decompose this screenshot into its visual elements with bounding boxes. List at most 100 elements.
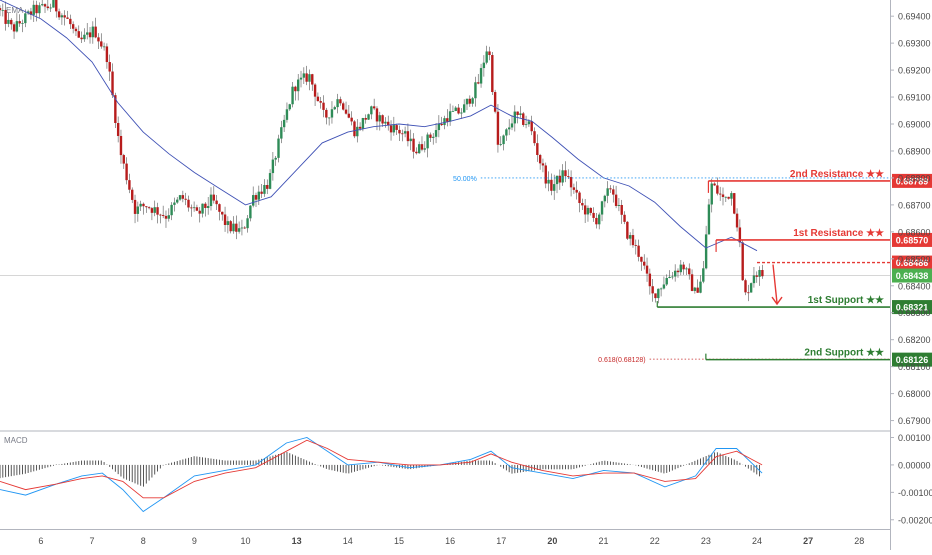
candle-body: [330, 109, 334, 118]
down-arrow-line: [772, 264, 778, 304]
candle-body: [254, 195, 258, 200]
candle-body: [218, 204, 221, 212]
candle-body: [7, 19, 10, 24]
candle-body: [485, 51, 488, 63]
time-tick-label: 6: [38, 536, 43, 546]
candle-body: [83, 34, 86, 40]
candle-body: [229, 221, 232, 232]
candle-body: [468, 98, 472, 104]
candle-body: [488, 51, 491, 56]
ema-layer: [0, 0, 758, 252]
candle-body: [718, 193, 722, 195]
candle-body: [592, 212, 595, 218]
time-tick-label: 27: [803, 536, 813, 546]
candle-body: [164, 215, 168, 219]
candle-body: [195, 207, 199, 211]
candle-body: [620, 205, 623, 215]
candle-body: [29, 11, 33, 15]
candle-body: [69, 18, 72, 25]
time-tick-label: 10: [241, 536, 251, 546]
candle-body: [221, 211, 224, 215]
candle-body: [651, 286, 654, 294]
candle-body: [685, 268, 688, 270]
last-price-badge: [892, 268, 932, 283]
macd-indicator-label: MACD: [4, 436, 28, 445]
candle-body: [474, 82, 477, 99]
candle-body: [741, 242, 744, 281]
candle-body: [147, 207, 151, 209]
candle-body: [561, 170, 564, 183]
candle-body: [1, 9, 5, 11]
candle-body: [77, 31, 80, 38]
candle-body: [387, 121, 390, 126]
candle-body: [150, 208, 154, 213]
candle-body: [688, 268, 691, 275]
candle-body: [114, 95, 117, 123]
macd-tick-label: -0.00100: [898, 488, 932, 498]
candle-body: [347, 113, 351, 118]
candle-body: [398, 129, 401, 134]
candle-body: [102, 46, 106, 48]
candle-body: [612, 189, 615, 195]
candle-body: [434, 130, 438, 137]
support-name-label: 1st Support ★★: [808, 295, 884, 306]
candle-body: [575, 189, 578, 193]
candles: [0, 0, 764, 304]
candle-body: [727, 196, 730, 199]
candle-body: [232, 223, 235, 232]
candle-body: [170, 204, 173, 216]
candle-body: [209, 194, 213, 207]
candle-body: [291, 86, 294, 105]
candle-body: [403, 131, 407, 134]
candle-body: [313, 84, 317, 97]
last-price-badge-label: 0.68438: [896, 271, 929, 281]
candle-body: [173, 202, 176, 205]
candle-body: [578, 192, 581, 204]
candle-body: [358, 126, 362, 129]
price-tick-label: 0.68100: [898, 362, 931, 372]
candle-body: [502, 135, 505, 145]
candle-body: [350, 117, 353, 122]
candle-body: [530, 121, 533, 132]
fib-label: 50.00%: [453, 176, 477, 183]
candle-body: [493, 92, 497, 112]
candle-body: [24, 13, 27, 24]
candle-body: [471, 98, 474, 104]
candle-body: [263, 185, 266, 194]
price-tick-label: 0.69200: [898, 66, 931, 76]
candle-body: [513, 111, 517, 124]
candle-body: [451, 111, 455, 112]
fib-levels: 50.00% 0.618(0.68128): [453, 176, 890, 364]
time-tick-label: 22: [650, 536, 660, 546]
candle-body: [344, 109, 348, 114]
price-tick-label: 0.69300: [898, 39, 931, 49]
candle-body: [204, 203, 207, 208]
candle-body: [665, 278, 668, 285]
candle-body: [567, 176, 570, 178]
candle-body: [496, 111, 500, 145]
candle-body: [49, 7, 52, 9]
entry-badge-label: 0.68486: [896, 258, 929, 268]
candle-body: [482, 62, 486, 69]
candle-body: [311, 74, 314, 85]
candle-body: [226, 221, 230, 225]
macd-line: [0, 437, 763, 513]
candle-body: [564, 170, 567, 177]
signal-line: [0, 439, 763, 499]
time-tick-label: 23: [701, 536, 711, 546]
candle-body: [595, 217, 598, 225]
price-tick-label: 0.69100: [898, 93, 931, 103]
candle-body: [643, 261, 646, 266]
candle-body: [302, 73, 306, 78]
price-tick-label: 0.69000: [898, 120, 931, 130]
price-tick-label: 0.69400: [898, 12, 931, 22]
ema-line: [0, 0, 758, 252]
price-tick-label: 0.68400: [898, 281, 931, 291]
candle-body: [88, 32, 92, 38]
candle-body: [71, 24, 75, 29]
candle-body: [299, 77, 303, 80]
candle-body: [268, 173, 272, 189]
candle-body: [600, 201, 604, 215]
